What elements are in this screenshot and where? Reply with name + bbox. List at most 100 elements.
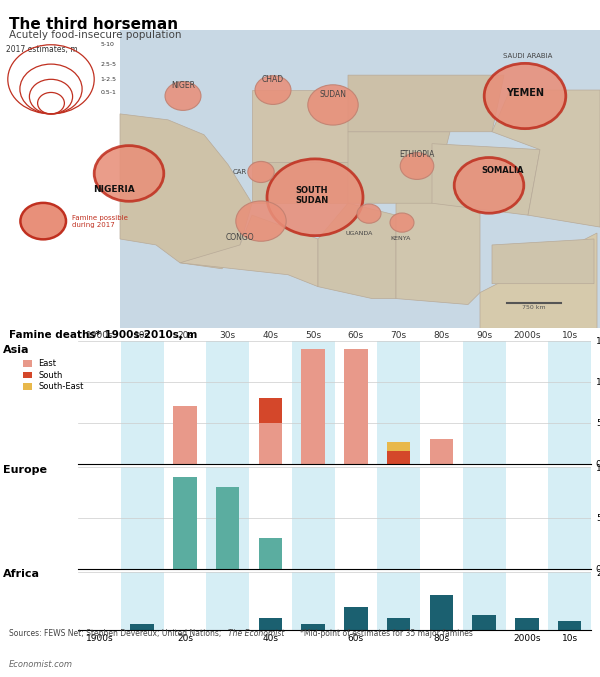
Bar bbox=[121, 572, 163, 630]
Text: 10s: 10s bbox=[134, 331, 150, 340]
Bar bbox=[259, 398, 282, 422]
Text: Sources: FEWS Net; Stephen Devereux; United Nations;: Sources: FEWS Net; Stephen Devereux; Uni… bbox=[9, 629, 224, 638]
Text: CAR: CAR bbox=[233, 169, 247, 175]
Text: 20s: 20s bbox=[177, 331, 193, 340]
Text: Acutely food-insecure population: Acutely food-insecure population bbox=[9, 30, 182, 41]
Text: YEMEN: YEMEN bbox=[506, 88, 544, 98]
Text: Famine possible
during 2017: Famine possible during 2017 bbox=[72, 215, 128, 227]
Polygon shape bbox=[180, 215, 318, 286]
Text: SUDAN: SUDAN bbox=[320, 90, 347, 99]
Bar bbox=[463, 572, 505, 630]
Bar bbox=[558, 621, 581, 630]
Bar bbox=[121, 467, 163, 569]
Bar bbox=[206, 467, 249, 569]
Bar bbox=[344, 349, 368, 464]
Text: 90s: 90s bbox=[476, 331, 492, 340]
Ellipse shape bbox=[454, 158, 524, 213]
Polygon shape bbox=[492, 90, 600, 227]
Legend: East, South, South-East: East, South, South-East bbox=[23, 359, 83, 391]
Text: CONGO: CONGO bbox=[226, 233, 254, 242]
Ellipse shape bbox=[400, 152, 434, 179]
Bar bbox=[301, 349, 325, 464]
Bar bbox=[292, 572, 335, 630]
Bar bbox=[387, 441, 410, 452]
Polygon shape bbox=[318, 203, 396, 299]
Bar bbox=[377, 572, 420, 630]
Ellipse shape bbox=[267, 159, 363, 236]
Text: 60s: 60s bbox=[348, 331, 364, 340]
Bar bbox=[387, 618, 410, 630]
Bar bbox=[259, 538, 282, 569]
Ellipse shape bbox=[236, 201, 286, 241]
Text: Asia: Asia bbox=[3, 345, 29, 355]
Text: The third horseman: The third horseman bbox=[9, 17, 178, 32]
Ellipse shape bbox=[94, 146, 164, 201]
Bar bbox=[259, 422, 282, 464]
Text: *Mid-point of estimates for 35 major famines: *Mid-point of estimates for 35 major fam… bbox=[300, 629, 473, 638]
Bar bbox=[377, 341, 420, 464]
Text: SAUDI ARABIA: SAUDI ARABIA bbox=[503, 53, 553, 59]
Ellipse shape bbox=[255, 76, 291, 104]
Text: 40s: 40s bbox=[262, 331, 278, 340]
Polygon shape bbox=[480, 233, 597, 328]
Text: Economist.com: Economist.com bbox=[9, 660, 73, 669]
Text: 0.5-1: 0.5-1 bbox=[100, 90, 116, 95]
Polygon shape bbox=[348, 132, 450, 203]
Text: Europe: Europe bbox=[3, 465, 47, 475]
Text: 1900s: 1900s bbox=[86, 331, 113, 340]
Ellipse shape bbox=[357, 204, 381, 223]
Bar bbox=[430, 595, 453, 630]
Bar bbox=[472, 615, 496, 630]
Text: 70s: 70s bbox=[391, 331, 407, 340]
Text: 30s: 30s bbox=[220, 331, 236, 340]
Polygon shape bbox=[252, 90, 348, 162]
Text: 1-2.5: 1-2.5 bbox=[100, 77, 116, 82]
Text: 2000s: 2000s bbox=[513, 331, 541, 340]
Bar bbox=[377, 467, 420, 569]
Bar bbox=[463, 341, 505, 464]
Bar bbox=[548, 572, 591, 630]
Bar bbox=[173, 477, 197, 569]
Text: KENYA: KENYA bbox=[391, 236, 411, 242]
Text: ETHIOPIA: ETHIOPIA bbox=[400, 150, 434, 158]
Bar bbox=[344, 607, 368, 630]
Text: NIGER: NIGER bbox=[171, 81, 195, 90]
Ellipse shape bbox=[308, 85, 358, 125]
Polygon shape bbox=[396, 192, 480, 305]
Text: 5-10: 5-10 bbox=[100, 42, 114, 47]
Bar bbox=[548, 467, 591, 569]
Ellipse shape bbox=[484, 64, 566, 129]
Ellipse shape bbox=[248, 161, 274, 183]
Text: 750 km: 750 km bbox=[522, 305, 546, 310]
Text: SOUTH
SUDAN: SOUTH SUDAN bbox=[295, 186, 329, 206]
Polygon shape bbox=[492, 239, 594, 284]
Ellipse shape bbox=[390, 213, 414, 232]
Polygon shape bbox=[252, 162, 348, 203]
Ellipse shape bbox=[165, 82, 201, 110]
Bar bbox=[130, 624, 154, 630]
Text: The Economist: The Economist bbox=[228, 629, 284, 638]
Polygon shape bbox=[432, 144, 540, 215]
Text: NIGERIA: NIGERIA bbox=[93, 185, 135, 194]
Bar bbox=[387, 452, 410, 464]
Text: 80s: 80s bbox=[433, 331, 449, 340]
Text: Africa: Africa bbox=[3, 569, 40, 579]
Bar bbox=[548, 341, 591, 464]
Bar bbox=[121, 341, 163, 464]
Bar bbox=[515, 618, 539, 630]
Bar bbox=[173, 406, 197, 464]
Polygon shape bbox=[120, 114, 252, 269]
Text: SOMALIA: SOMALIA bbox=[482, 166, 524, 175]
Bar bbox=[206, 341, 249, 464]
Bar bbox=[292, 341, 335, 464]
Bar bbox=[463, 467, 505, 569]
Polygon shape bbox=[348, 75, 504, 132]
Ellipse shape bbox=[20, 203, 66, 240]
Bar bbox=[216, 487, 239, 569]
Text: 50s: 50s bbox=[305, 331, 321, 340]
Text: 2017 estimates, m: 2017 estimates, m bbox=[6, 45, 77, 54]
Bar bbox=[206, 572, 249, 630]
Text: 10s: 10s bbox=[562, 331, 578, 340]
Text: CHAD: CHAD bbox=[262, 75, 284, 84]
Text: UGANDA: UGANDA bbox=[345, 231, 373, 236]
